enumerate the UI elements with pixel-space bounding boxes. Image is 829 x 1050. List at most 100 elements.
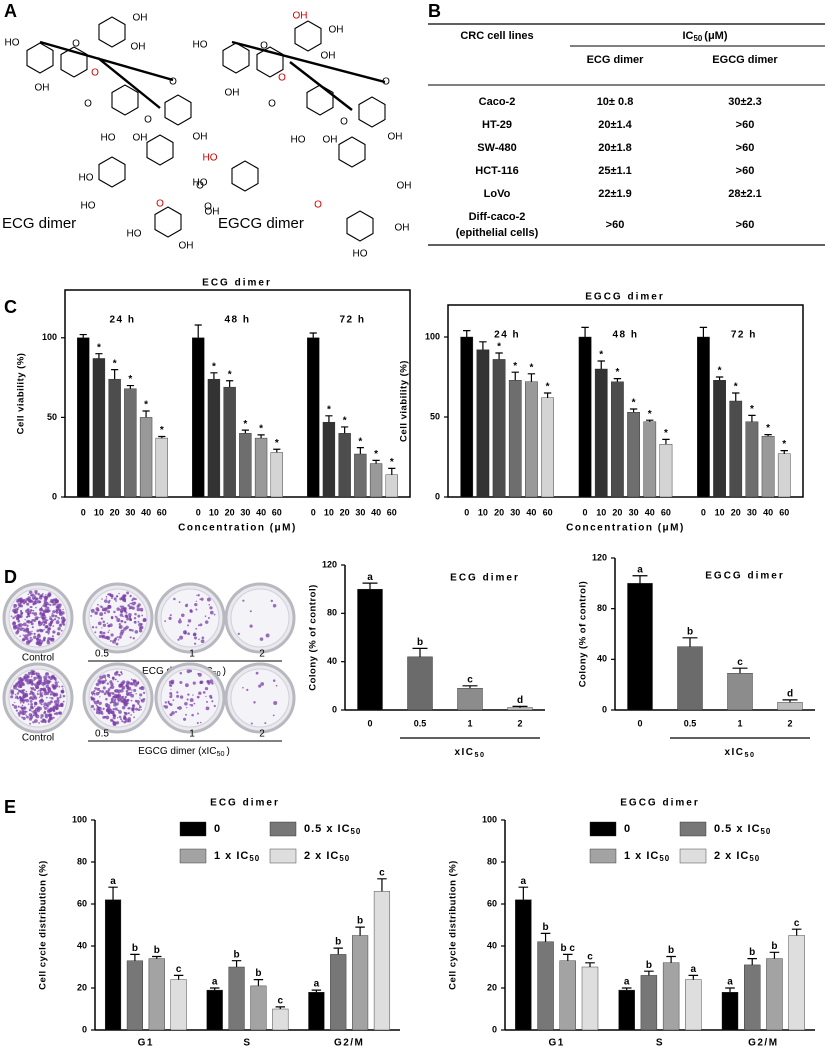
error-bar [209,987,220,991]
colony-dot [109,680,113,684]
bar [270,452,283,498]
bar [777,702,803,711]
colony-dot [133,617,137,620]
colony-dot [124,600,127,603]
colony-dot [93,700,95,703]
colony-dot [26,627,29,631]
significance-label: a [691,964,697,975]
bar [170,979,187,1031]
colony-dot [17,711,21,716]
colony-dot [49,676,54,681]
colony-dot [110,633,114,637]
colony-dot [98,691,101,694]
error-bar [764,434,772,437]
colony-dot [42,592,44,595]
colony-dot [174,710,178,713]
colony-dot [137,708,141,712]
y-tick-label: 60 [77,898,87,908]
colony-dot [179,672,183,675]
bar [777,453,791,498]
colony-dot [171,681,174,685]
colony-dot [123,702,126,705]
colony-dot [42,604,45,608]
colony-dot [200,597,204,601]
colony-dot [18,614,23,619]
colony-dot [20,706,22,709]
colony-dot [195,627,198,630]
bond [231,40,386,84]
panel-label: A [4,1,17,21]
significance-label: * [513,361,517,372]
colony-dot [273,701,278,705]
colony-dot [61,690,65,694]
bond [97,57,161,109]
colony-dot [41,681,46,686]
error-bar [666,955,676,963]
legend-label: 0 [624,823,631,835]
colony-dot [37,633,41,637]
colony-dot [22,634,25,636]
colony-dot [102,707,105,711]
error-bar [511,371,519,381]
atom-label: O [196,181,204,192]
colony-dot [43,679,45,682]
table-cell: >60 [736,142,755,154]
colony-dot [15,631,19,635]
colony-dot [193,642,197,645]
y-axis-title: Cell cycle distribution (%) [38,860,49,990]
colony-dot [102,674,107,679]
bar [766,958,783,1031]
significance-label: * [160,425,164,436]
atom-label: OH [131,42,146,53]
colony-dot [47,689,52,693]
significance-label: * [275,438,279,449]
x-tick-label: 10 [94,507,104,517]
colony-dot [176,706,180,709]
significance-label: * [782,439,786,450]
colony-dot [108,629,110,632]
colony-dot [43,705,45,708]
table-header-sub: 50 [693,34,702,43]
bar [744,964,761,1031]
colony-dot [44,618,48,622]
colony-dot [50,621,53,624]
colony-dot [249,610,252,613]
colony-dot [38,689,40,692]
significance-label: * [259,424,263,435]
error-bar [241,429,249,434]
colony-dot [104,636,107,639]
colony-dot [27,620,31,624]
colony-dot [20,611,24,615]
legend-swatch [679,848,707,864]
colony-dot [100,605,103,609]
colony-dot [131,599,134,602]
bar [139,417,153,498]
colony-dot [139,607,144,612]
colony-dot [168,684,171,687]
y-tick-label: 0 [332,704,337,714]
significance-label: c [467,674,473,685]
error-bar [95,353,103,359]
panel-label: E [4,797,16,817]
ring [111,84,139,116]
x-tick-label: 20 [494,507,504,517]
colony-dot [49,693,53,696]
y-tick-label: 40 [77,940,87,950]
colony-dot [31,683,34,686]
error-bar [231,960,242,967]
group-label: 48 h [612,330,638,341]
y-tick-label: 0 [435,491,440,501]
error-bar [662,438,670,445]
colony-dot [120,619,124,623]
colony-dot [129,636,132,639]
colony-dot [126,688,129,690]
bar [578,336,592,498]
significance-label: d [517,695,523,706]
table-cell: Caco-2 [479,96,516,108]
colony-dot [199,623,203,627]
colony-dot [112,695,115,698]
dish-label: Control [22,733,54,744]
colony-dot [134,612,137,616]
significance-label: b [255,968,261,979]
colony-dot [179,680,183,685]
